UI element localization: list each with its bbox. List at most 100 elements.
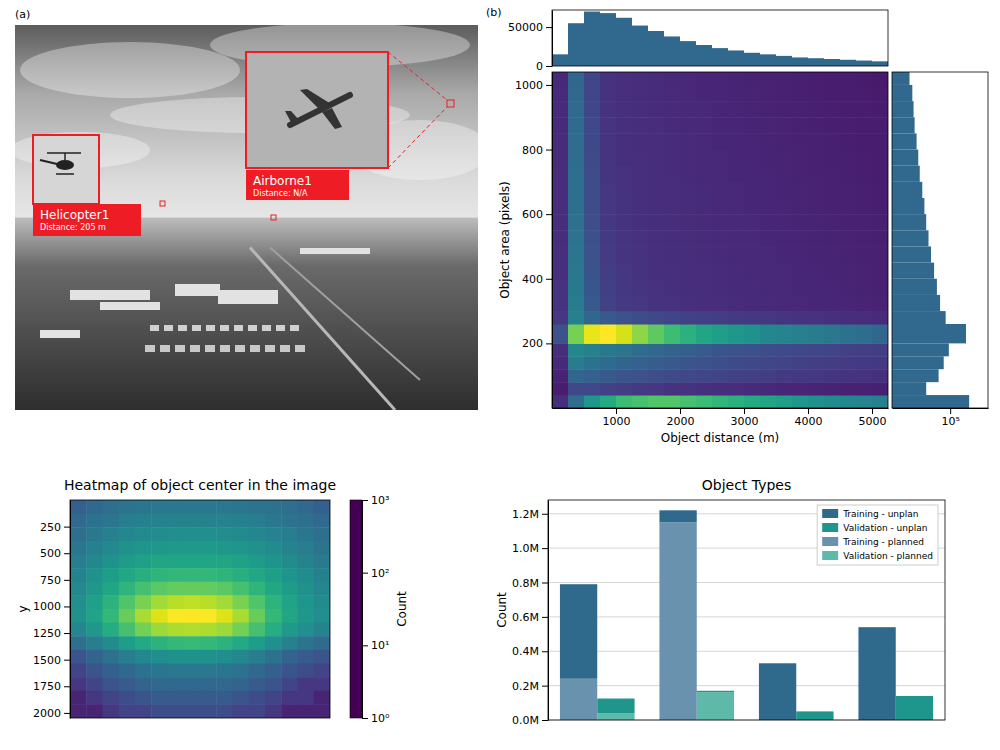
heatmap-cell: [552, 117, 569, 134]
heatmap-cell: [70, 636, 87, 650]
histogram-bar: [856, 61, 872, 66]
heatmap-cell: [168, 555, 185, 569]
heatmap-cell: [680, 263, 697, 280]
legend-swatch: [822, 537, 838, 546]
heatmap-cell: [760, 182, 777, 199]
heatmap-cell: [70, 568, 87, 582]
heatmap-cell: [616, 150, 633, 167]
heatmap-cell: [728, 263, 745, 280]
heatmap-cell: [103, 500, 120, 514]
heatmap-cell: [792, 182, 809, 199]
heatmap-cell: [872, 133, 888, 150]
heatmap-cell: [840, 101, 857, 118]
annotation-label: Helicopter1: [40, 208, 109, 222]
icon: [56, 173, 74, 175]
tick-mark: [546, 66, 552, 67]
heatmap-cell: [233, 527, 250, 541]
tick: 10³: [362, 494, 389, 507]
heatmap-cell: [151, 677, 168, 691]
heatmap-cell: [680, 72, 697, 85]
heatmap-cell: [600, 356, 617, 369]
icon: [56, 160, 74, 170]
heatmap-cell: [600, 395, 617, 408]
heatmap-cell: [200, 636, 217, 650]
histogram-bar: [680, 41, 696, 66]
heatmap-cell: [744, 198, 761, 215]
heatmap-cell: [664, 230, 681, 247]
heatmap-cell: [216, 514, 233, 528]
heatmap-cell: [600, 263, 617, 280]
axis-title: Object area (pixels): [498, 181, 512, 299]
house: [234, 325, 243, 331]
heatmap-cell: [70, 541, 87, 555]
heatmap-cell: [696, 166, 713, 183]
bar: [858, 627, 895, 720]
tick-mark: [546, 279, 552, 280]
heatmap-cell: [728, 246, 745, 263]
heatmap-cell: [184, 595, 201, 609]
heatmap-cell: [70, 514, 87, 528]
tick: 5000: [859, 408, 887, 428]
heatmap-cell: [680, 85, 697, 102]
tick-label: 1.0M: [512, 542, 539, 555]
heatmap-cell: [872, 230, 888, 247]
heatmap-cell: [696, 117, 713, 134]
heatmap-cell: [840, 263, 857, 280]
heatmap-cell: [184, 691, 201, 705]
heatmap-cell: [744, 369, 761, 382]
legend: Training - unplanValidation - unplanTrai…: [817, 505, 938, 565]
annotation: Airborne1Distance: N/A: [246, 52, 454, 200]
heatmap-cell: [776, 311, 793, 324]
annotation-sublabel: Distance: 205 m: [40, 223, 106, 232]
heatmap-cell: [314, 609, 330, 623]
heatmap-cell: [281, 650, 298, 664]
heatmap-cell: [584, 382, 601, 395]
heatmap-cell: [584, 72, 601, 85]
heatmap-cell: [840, 369, 857, 382]
heatmap-cell: [728, 101, 745, 118]
heatmap-cell: [70, 582, 87, 596]
heatmap-cell: [70, 691, 87, 705]
tick-label: 0.4M: [512, 645, 539, 658]
heatmap-cell: [70, 609, 87, 623]
heatmap-cell: [664, 182, 681, 199]
heatmap-cell: [712, 85, 729, 102]
heatmap-cell: [184, 623, 201, 637]
heatmap-cell: [135, 568, 152, 582]
tick-label: 0.2M: [512, 680, 539, 693]
heatmap-cell: [233, 541, 250, 555]
heatmap-cell: [808, 150, 825, 167]
heatmap-cell: [135, 555, 152, 569]
heatmap-cell: [632, 395, 649, 408]
heatmap-cell: [151, 704, 168, 718]
heatmap-cell: [776, 369, 793, 382]
tick: 500: [40, 547, 70, 560]
heatmap-cell: [696, 230, 713, 247]
heatmap-cell: [696, 356, 713, 369]
tick-label: 1000: [33, 600, 61, 613]
bar: [597, 713, 634, 720]
tick-mark: [546, 85, 552, 86]
tick-label: 1.2M: [512, 508, 539, 521]
heatmap-cell: [552, 382, 569, 395]
heatmap-cell: [281, 636, 298, 650]
heatmap-cell: [70, 500, 87, 514]
heatmap-panel: 25050075010001250150017502000yHeatmap of…: [16, 477, 409, 725]
heatmap-cell: [728, 150, 745, 167]
heatmap-cell: [600, 279, 617, 296]
heatmap-cell: [648, 101, 665, 118]
heatmap-cell: [216, 636, 233, 650]
tick-mark: [64, 606, 70, 607]
heatmap-cell: [265, 677, 282, 691]
histogram-bar: [872, 61, 888, 66]
heatmap-cell: [808, 85, 825, 102]
heatmap-cell: [680, 356, 697, 369]
bar-panel: 0.0M0.2M0.4M0.6M0.8M1.0M1.2MCountObject …: [495, 477, 945, 727]
heatmap-cell: [552, 395, 569, 408]
heatmap-cell: [792, 263, 809, 280]
heatmap-cell: [744, 324, 761, 344]
tick-mark: [616, 408, 617, 414]
heatmap-cell: [632, 72, 649, 85]
heatmap-cell: [744, 85, 761, 102]
heatmap-cell: [568, 230, 585, 247]
